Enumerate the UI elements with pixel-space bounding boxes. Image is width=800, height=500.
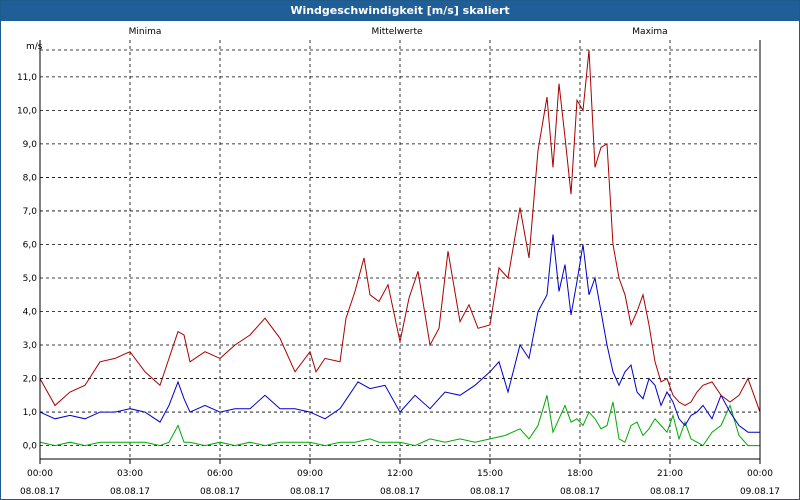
x-tick-time: 18:00 [567,469,593,479]
y-tick-label: 2,0 [23,375,38,385]
x-tick-time: 12:00 [387,469,413,479]
series-mittelwerte-line [39,234,760,433]
x-tick-time: 09:00 [297,469,323,479]
axis-layer: 0,0 1,0 2,0 3,0 4,0 5,0 6,0 7,0 8,0 9,0 10,0 11,0 00… [17,40,780,497]
x-tick-time: 06:00 [207,469,233,479]
legend-maxima: Maxima [632,27,667,37]
x-tick-time: 03:00 [117,469,143,479]
series-layer [39,50,761,447]
y-tick-label: 6,0 [23,240,38,250]
x-tick-date: 08.08.17 [290,487,330,497]
y-tick-label: 9,0 [23,140,38,150]
x-tick-date: 08.08.17 [560,487,600,497]
x-tick-time: 00:00 [747,469,773,479]
window-title: Windgeschwindigkeit [m/s] skaliert [1,1,799,21]
x-tick-time: 15:00 [477,469,503,479]
y-tick-label: 4,0 [23,308,38,318]
y-tick-label: 11,0 [17,73,37,83]
grid-layer [40,40,760,459]
x-tick-date: 08.08.17 [380,487,420,497]
y-tick-label: 0,0 [23,442,38,452]
x-tick-date: 08.08.17 [110,487,150,497]
y-tick-label: 7,0 [23,207,38,217]
x-tick-date: 08.08.17 [20,487,60,497]
series-minima-line [39,395,760,447]
x-tick-date: 08.08.17 [200,487,240,497]
legend-minima: Minima [129,27,162,37]
x-tick-time: 00:00 [27,469,53,479]
legend-mittelwerte: Mittelwerte [371,27,422,37]
x-tick-date: 08.08.17 [650,487,690,497]
x-tick-date: 09.08.17 [740,487,780,497]
y-tick-label: 3,0 [23,341,38,351]
y-tick-label: 5,0 [23,274,38,284]
y-tick-label: 1,0 [23,408,38,418]
y-tick-label: 10,0 [17,106,37,116]
series-maxima-line [39,50,761,413]
x-tick-date: 08.08.17 [470,487,510,497]
x-tick-time: 21:00 [657,469,683,479]
y-tick-label: 8,0 [23,173,38,183]
y-axis-label: m/s [26,42,43,52]
